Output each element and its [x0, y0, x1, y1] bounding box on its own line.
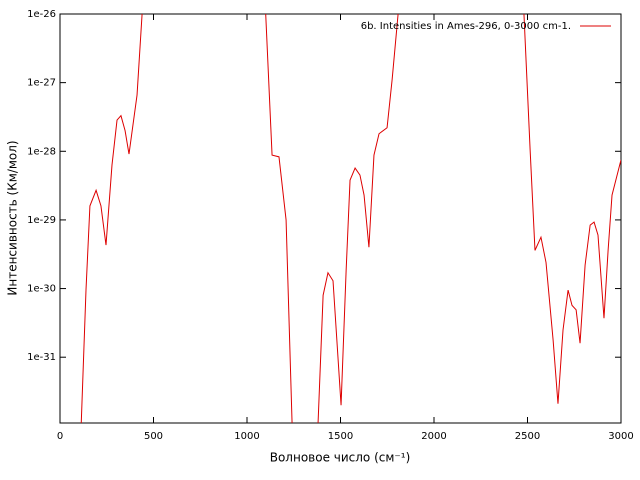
- x-tick-label: 2500: [515, 431, 540, 442]
- legend-label: 6b. Intensities in Ames-296, 0-3000 cm-1…: [361, 21, 571, 32]
- y-tick-label: 1e-31: [27, 352, 56, 363]
- x-tick-label: 0: [57, 431, 63, 442]
- x-axis-label: Волновое число (см⁻¹): [270, 451, 411, 465]
- x-tick-label: 1500: [328, 431, 353, 442]
- x-tick-label: 3000: [608, 431, 633, 442]
- y-tick-label: 1e-27: [27, 78, 56, 89]
- x-tick-label: 1000: [234, 431, 259, 442]
- y-tick-label: 1e-29: [27, 215, 56, 226]
- y-tick-label: 1e-26: [27, 9, 56, 20]
- line-series: [80, 14, 621, 423]
- plot-frame: [59, 13, 622, 424]
- y-tick-label: 1e-28: [27, 146, 56, 157]
- x-tick-label: 500: [144, 431, 163, 442]
- y-axis-label: Интенсивность (Км/мол): [6, 140, 20, 295]
- x-tick-label: 2000: [421, 431, 446, 442]
- y-tick-label: 1e-30: [27, 284, 56, 295]
